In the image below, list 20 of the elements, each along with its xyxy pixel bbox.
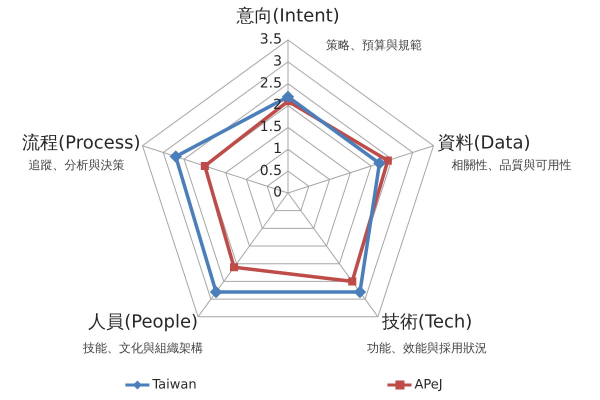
spoke-label: 資料(Data): [438, 132, 531, 154]
text: 相關性、品質與可用性: [452, 158, 572, 172]
y-tick-label: 1.5: [260, 119, 282, 136]
y-tick-label: 3: [273, 54, 282, 70]
text: 技能、文化與組織架構: [82, 340, 204, 355]
y-tick-label: 2.5: [260, 75, 282, 92]
y-tick-label: 0.5: [260, 162, 282, 179]
text: 策略、預算與規範: [326, 38, 422, 52]
spoke-label: 流程(Process): [22, 132, 140, 154]
spoke-label: 人員(People): [88, 311, 198, 332]
y-tick-label: 0: [273, 184, 282, 201]
legend-label: APeJ: [414, 377, 443, 392]
text: 追蹤、分析與決策: [28, 158, 124, 172]
y-tick-label: 3.5: [260, 32, 282, 48]
spoke-label: 技術(Tech): [380, 311, 472, 332]
y-tick-label: 2: [273, 97, 282, 114]
y-tick-label: 1: [273, 140, 282, 157]
spoke-label: 意向(Intent): [235, 6, 340, 27]
legend-label: Taiwan: [151, 377, 197, 392]
text: 功能、效能與採用狀況: [367, 340, 488, 355]
